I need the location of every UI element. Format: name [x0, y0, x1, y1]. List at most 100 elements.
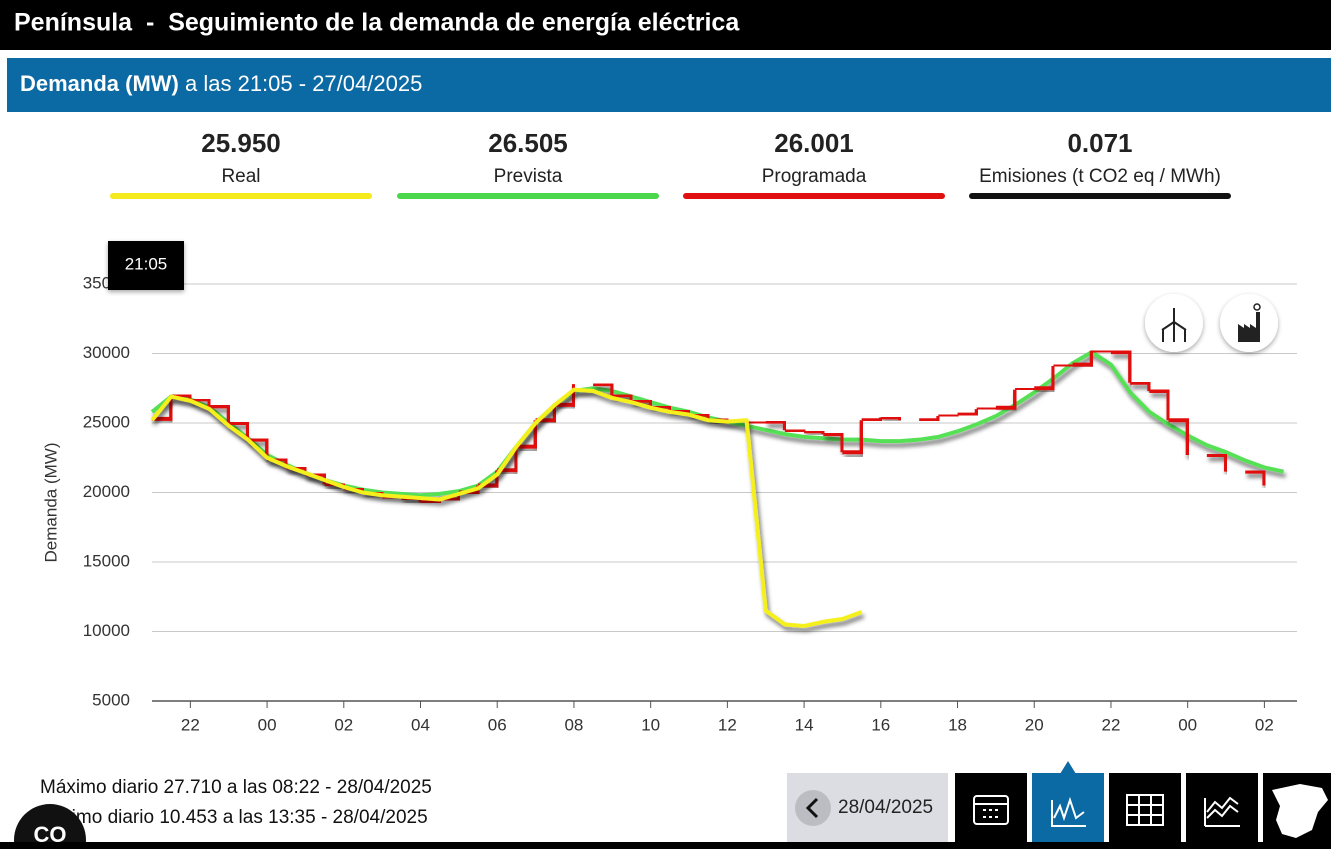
- smoke-icon: [1253, 303, 1261, 311]
- x-tick-label: 00: [258, 715, 277, 734]
- series-step: [1206, 452, 1229, 472]
- series-step: [1110, 350, 1133, 383]
- series-step: [1091, 348, 1113, 353]
- calendar-icon: [973, 795, 1009, 825]
- y-tick-label: 5000: [92, 690, 130, 709]
- indicator-bar: [110, 193, 372, 199]
- series-step: [1245, 469, 1267, 486]
- series-step: [1130, 380, 1152, 392]
- series-step: [765, 419, 787, 430]
- subheader-label: Demanda (MW): [20, 71, 179, 96]
- x-tick-label: 02: [334, 715, 353, 734]
- series-step: [1072, 350, 1094, 367]
- x-tick-label: 10: [641, 715, 660, 734]
- prev-date-button[interactable]: [795, 790, 831, 826]
- date-label: 28/04/2025: [838, 797, 933, 818]
- x-tick-label: 04: [411, 715, 430, 734]
- emissions-button[interactable]: [1220, 294, 1278, 352]
- x-tick-label: 12: [718, 715, 737, 734]
- y-axis-label: Demanda (MW): [41, 443, 60, 563]
- chart-button[interactable]: [1032, 773, 1104, 849]
- indicator-label: Programada: [762, 166, 867, 187]
- stacked-icon: [1204, 796, 1240, 827]
- chart-icon: [1051, 796, 1086, 827]
- series-step: [957, 409, 979, 417]
- page-title: Península - Seguimiento de la demanda de…: [14, 9, 740, 37]
- active-marker: [1060, 761, 1076, 774]
- button-circle: [1220, 294, 1278, 352]
- indicator-value: 0.071: [1067, 128, 1132, 158]
- x-tick-label: 02: [1255, 715, 1274, 734]
- series-step: [919, 416, 941, 423]
- y-tick-label: 20000: [83, 482, 130, 501]
- series-step: [497, 446, 519, 473]
- y-tick-label: 15000: [83, 551, 130, 570]
- indicator-value: 26.505: [488, 128, 568, 158]
- y-tick-label: 30000: [83, 343, 130, 362]
- tooltip-text: 21:05: [125, 254, 168, 273]
- x-tick-label: 20: [1025, 715, 1044, 734]
- y-tick-label: 25000: [83, 412, 130, 431]
- subheader-text: a las 21:05 - 27/04/2025: [179, 71, 422, 96]
- indicator-label: Real: [221, 166, 260, 187]
- series-step: [976, 407, 998, 412]
- series-step: [650, 404, 672, 411]
- x-tick-label: 00: [1178, 715, 1197, 734]
- series-step: [247, 437, 270, 460]
- indicator-value: 26.001: [774, 128, 854, 158]
- series-step: [842, 420, 864, 455]
- series-step: [1149, 389, 1171, 421]
- stacked-button[interactable]: [1186, 773, 1258, 849]
- series-step: [746, 421, 768, 425]
- series-step: [152, 395, 174, 421]
- series-step: [995, 389, 1018, 410]
- x-tick-label: 06: [488, 715, 507, 734]
- series-step: [1034, 366, 1056, 391]
- bottom-bar: [0, 842, 1331, 849]
- series-line: [150, 387, 863, 628]
- map-icon: [1272, 784, 1328, 838]
- table-button[interactable]: [1109, 773, 1181, 849]
- indicators: 25.950 Real 26.505 Prevista 26.001 Programada…: [110, 128, 1231, 199]
- daily-min: Mínimo diario 10.453 a las 13:35 - 28/04…: [40, 807, 428, 828]
- series-step: [1053, 364, 1075, 369]
- prev-arrow: [805, 797, 819, 819]
- x-tick-label: 22: [181, 715, 200, 734]
- series-step: [171, 393, 193, 400]
- subheader-bar: [7, 58, 1331, 112]
- series-step: [1015, 387, 1037, 392]
- series-step: [209, 404, 231, 423]
- x-tick-label: 22: [1102, 715, 1121, 734]
- indicator-label: Prevista: [494, 166, 563, 187]
- x-tick-label: 08: [564, 715, 583, 734]
- indicator-bar: [397, 193, 659, 199]
- y-tick-label: 10000: [83, 621, 130, 640]
- header-bar: [0, 0, 1331, 50]
- series-step: [516, 420, 538, 449]
- series-step: [880, 415, 902, 421]
- daily-max: Máximo diario 27.710 a las 08:22 - 28/04…: [40, 777, 432, 798]
- series-step: [535, 404, 557, 423]
- table-icon: [1126, 794, 1164, 826]
- tooltip-box: [108, 241, 184, 290]
- wind-icon: [1161, 308, 1187, 342]
- series-step: [861, 417, 883, 423]
- co2-button[interactable]: [14, 804, 86, 849]
- series-step: [228, 421, 250, 440]
- factory-icon: [1238, 312, 1260, 342]
- series-step: [593, 382, 615, 396]
- series-step: [1168, 418, 1190, 455]
- x-tick-label: 14: [795, 715, 814, 734]
- indicator-bar: [969, 193, 1231, 199]
- series-step: [804, 429, 826, 435]
- subheader: Demanda (MW) a las 21:05 - 27/04/2025: [20, 71, 422, 96]
- indicator-bar: [683, 193, 945, 199]
- series-step: [784, 427, 807, 432]
- x-tick-label: 18: [948, 715, 967, 734]
- series-step: [823, 432, 845, 453]
- x-tick-label: 16: [871, 715, 890, 734]
- indicator-label: Emisiones (t CO2 eq / MWh): [979, 166, 1221, 187]
